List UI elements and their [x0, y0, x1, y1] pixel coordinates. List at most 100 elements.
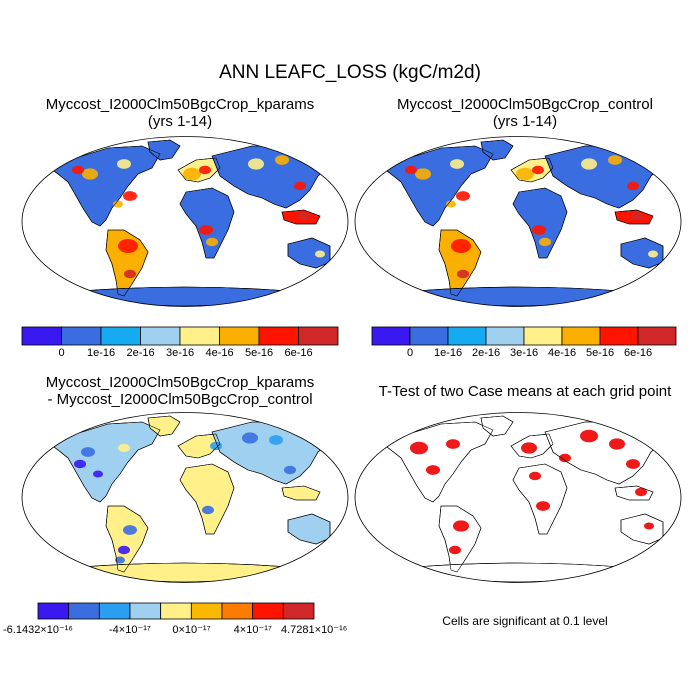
- field-patch: [445, 256, 461, 268]
- colorbar-swatch: [599, 326, 639, 346]
- colorbar-tick-label: 6e-16: [624, 347, 653, 359]
- field-patch: [190, 476, 206, 488]
- panel-difference-title-line1: Myccost_I2000Clm50BgcCrop_kparams: [45, 374, 315, 391]
- field-patch: [446, 200, 456, 208]
- coastline-africa: [179, 187, 235, 259]
- coastline-europe: [510, 157, 554, 183]
- coastline-north-america: [382, 421, 494, 503]
- coastline-australia: [620, 513, 664, 545]
- field-patch: [81, 447, 95, 457]
- colorbar-difference: [37, 602, 315, 620]
- field-patch: [516, 167, 534, 181]
- field-patch: [275, 155, 289, 165]
- colorbar-swatch: [129, 602, 162, 620]
- field-patch: [118, 239, 138, 253]
- map-border: [354, 412, 682, 583]
- field-patch: [539, 237, 551, 247]
- field-patch: [118, 545, 130, 555]
- field-patch: [415, 168, 431, 180]
- coastline-europe: [177, 433, 221, 459]
- field-patch: [199, 165, 211, 175]
- colorbar-kparams: [21, 326, 339, 346]
- field-patch: [626, 459, 640, 469]
- field-patch: [451, 239, 471, 253]
- field-patch: [581, 158, 597, 170]
- field-patch: [457, 269, 469, 279]
- field-patch: [117, 159, 131, 169]
- field-patch: [450, 159, 464, 169]
- field-patch: [242, 432, 258, 444]
- colorbar-swatch: [61, 326, 102, 346]
- field-patch: [627, 181, 639, 191]
- panel-control-title: Myccost_I2000Clm50BgcCrop_control (yrs 1…: [355, 96, 695, 130]
- coastline-europe: [510, 433, 554, 459]
- field-patch: [529, 471, 541, 481]
- map-border: [354, 136, 682, 307]
- field-patch: [113, 200, 123, 208]
- colorbar-swatch: [447, 326, 487, 346]
- colorbar-control: [371, 326, 677, 346]
- colorbar-swatch: [160, 602, 192, 620]
- colorbar-tick-label: 0×10⁻¹⁷: [172, 624, 211, 636]
- field-patch: [206, 237, 218, 247]
- coastline-south-america: [105, 229, 149, 297]
- map-ttest: [354, 412, 682, 583]
- continent-antarctica: [69, 562, 301, 583]
- field-patch: [644, 522, 654, 530]
- field-patch: [446, 439, 460, 449]
- field-patch: [298, 211, 310, 221]
- colorbar-swatch: [637, 326, 677, 346]
- colorbar-swatch: [98, 602, 131, 620]
- field-patch: [631, 211, 643, 221]
- field-patch: [72, 165, 84, 175]
- colorbar-swatch: [221, 602, 254, 620]
- coastline-southeast-asia: [281, 485, 321, 501]
- panel-difference-title: Myccost_I2000Clm50BgcCrop_kparams - Mycc…: [10, 374, 350, 408]
- map-border: [21, 136, 349, 307]
- colorbar-tick-label: 5e-16: [245, 347, 274, 359]
- colorbar-tick-label: -6.1432×10⁻¹⁶: [3, 624, 73, 636]
- field-patch: [112, 256, 128, 268]
- field-patch: [118, 443, 130, 453]
- colorbar-tick-label: 4e-16: [205, 347, 234, 359]
- colorbar-swatch: [37, 602, 70, 620]
- colorbar-tick-label: 2e-16: [472, 347, 501, 359]
- field-patch: [82, 168, 98, 180]
- panel-ttest-title: T-Test of two Case means at each grid po…: [355, 383, 695, 400]
- field-patch: [202, 505, 214, 515]
- field-patch: [559, 453, 571, 463]
- field-patch: [608, 155, 622, 165]
- field-patch: [536, 501, 550, 511]
- colorbar-swatch: [100, 326, 141, 346]
- coastline-australia: [287, 237, 331, 269]
- continent-antarctica: [402, 562, 634, 583]
- coastline-southeast-asia: [614, 485, 654, 501]
- field-patch: [635, 487, 647, 497]
- field-patch: [410, 441, 428, 455]
- colorbar-difference-labels: -6.1432×10⁻¹⁶ -4×10⁻¹⁷ 0×10⁻¹⁷ 4×10⁻¹⁷ 4.728…: [0, 623, 360, 639]
- colorbar-swatch: [219, 326, 260, 346]
- field-patch: [74, 459, 86, 469]
- field-patch: [532, 225, 546, 235]
- ttest-footnote: Cells are significant at 0.1 level: [442, 614, 608, 628]
- continent-antarctica: [402, 286, 634, 307]
- field-patch: [456, 191, 470, 201]
- field-patch: [123, 525, 137, 535]
- colorbar-control-labels: 0 1e-16 2e-16 3e-16 4e-16 5e-16 6e-16: [372, 347, 676, 361]
- field-patch: [124, 269, 136, 279]
- field-patch: [426, 465, 440, 475]
- colorbar-tick-label: 5e-16: [586, 347, 615, 359]
- field-patch: [580, 429, 598, 443]
- colorbar-swatch: [298, 326, 339, 346]
- field-patch: [248, 158, 264, 170]
- field-patch: [123, 191, 137, 201]
- coastline-south-america: [438, 505, 482, 573]
- field-patch: [294, 181, 306, 191]
- panel-control-title-line1: Myccost_I2000Clm50BgcCrop_control: [397, 96, 653, 113]
- colorbar-swatch: [485, 326, 525, 346]
- colorbar-swatch: [523, 326, 563, 346]
- figure-title: ANN LEAFC_LOSS (kgC/m2d): [219, 62, 481, 83]
- field-patch: [269, 435, 283, 445]
- colorbar-swatch: [561, 326, 601, 346]
- coastline-australia: [287, 513, 331, 545]
